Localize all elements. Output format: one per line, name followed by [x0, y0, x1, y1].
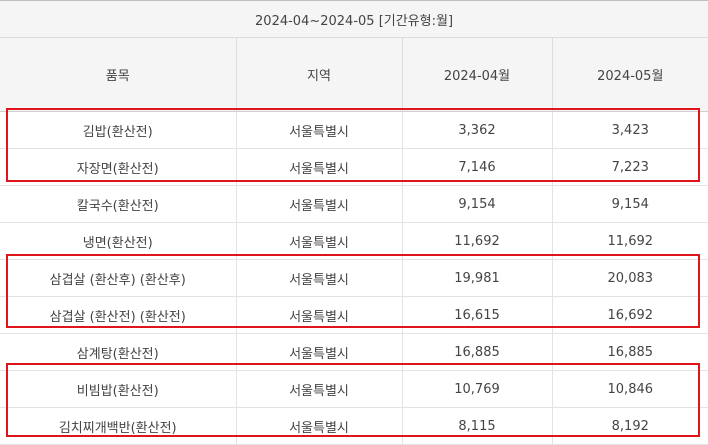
value-cell-apr: 8,115 — [401, 407, 552, 445]
value-cell-may: 3,423 — [551, 111, 708, 149]
item-cell: 칼국수(환산전) — [0, 185, 236, 223]
table-row: 칼국수(환산전) 서울특별시 9,154 9,154 — [0, 185, 708, 223]
item-cell: 김밥(환산전) — [0, 111, 236, 149]
region-cell: 서울특별시 — [235, 407, 402, 445]
column-header-item[interactable]: 품목 — [0, 37, 236, 112]
item-cell: 삼겹살 (환산전) (환산전) — [0, 296, 236, 334]
item-cell: 자장면(환산전) — [0, 148, 236, 186]
table-row: 삼계탕(환산전) 서울특별시 16,885 16,885 — [0, 333, 708, 371]
value-cell-apr: 16,885 — [401, 333, 552, 371]
value-cell-apr: 7,146 — [401, 148, 552, 186]
table-row: 삼겹살 (환산전) (환산전) 서울특별시 16,615 16,692 — [0, 296, 708, 334]
value-cell-may: 7,223 — [551, 148, 708, 186]
table-row: 김밥(환산전) 서울특별시 3,362 3,423 — [0, 111, 708, 149]
value-cell-apr: 19,981 — [401, 259, 552, 297]
column-header-2024-04[interactable]: 2024-04월 — [401, 37, 552, 112]
value-cell-apr: 9,154 — [401, 185, 552, 223]
value-cell-may: 10,846 — [551, 370, 708, 408]
region-cell: 서울특별시 — [235, 259, 402, 297]
table-row: 김치찌개백반(환산전) 서울특별시 8,115 8,192 — [0, 407, 708, 445]
item-cell: 삼계탕(환산전) — [0, 333, 236, 371]
column-header-region[interactable]: 지역 — [235, 37, 402, 112]
value-cell-may: 16,692 — [551, 296, 708, 334]
region-cell: 서울특별시 — [235, 111, 402, 149]
column-header-2024-05[interactable]: 2024-05월 — [551, 37, 708, 112]
table-row: 비빔밥(환산전) 서울특별시 10,769 10,846 — [0, 370, 708, 408]
value-cell-apr: 16,615 — [401, 296, 552, 334]
table-row: 삼겹살 (환산후) (환산후) 서울특별시 19,981 20,083 — [0, 259, 708, 297]
table-row: 자장면(환산전) 서울특별시 7,146 7,223 — [0, 148, 708, 186]
item-cell: 비빔밥(환산전) — [0, 370, 236, 408]
item-cell: 김치찌개백반(환산전) — [0, 407, 236, 445]
value-cell-apr: 10,769 — [401, 370, 552, 408]
region-cell: 서울특별시 — [235, 148, 402, 186]
period-header: 2024-04~2024-05 [기간유형:월] — [0, 0, 708, 38]
region-cell: 서울특별시 — [235, 296, 402, 334]
item-cell: 삼겹살 (환산후) (환산후) — [0, 259, 236, 297]
region-cell: 서울특별시 — [235, 333, 402, 371]
item-cell: 냉면(환산전) — [0, 222, 236, 260]
table-body: 김밥(환산전) 서울특별시 3,362 3,423 자장면(환산전) 서울특별시… — [0, 111, 708, 445]
table-row: 냉면(환산전) 서울특별시 11,692 11,692 — [0, 222, 708, 260]
value-cell-may: 9,154 — [551, 185, 708, 223]
region-cell: 서울특별시 — [235, 370, 402, 408]
value-cell-apr: 3,362 — [401, 111, 552, 149]
value-cell-may: 11,692 — [551, 222, 708, 260]
table-header: 2024-04~2024-05 [기간유형:월] 품목 지역 2024-04월 … — [0, 0, 708, 112]
value-cell-may: 20,083 — [551, 259, 708, 297]
value-cell-apr: 11,692 — [401, 222, 552, 260]
value-cell-may: 8,192 — [551, 407, 708, 445]
value-cell-may: 16,885 — [551, 333, 708, 371]
region-cell: 서울특별시 — [235, 222, 402, 260]
region-cell: 서울특별시 — [235, 185, 402, 223]
